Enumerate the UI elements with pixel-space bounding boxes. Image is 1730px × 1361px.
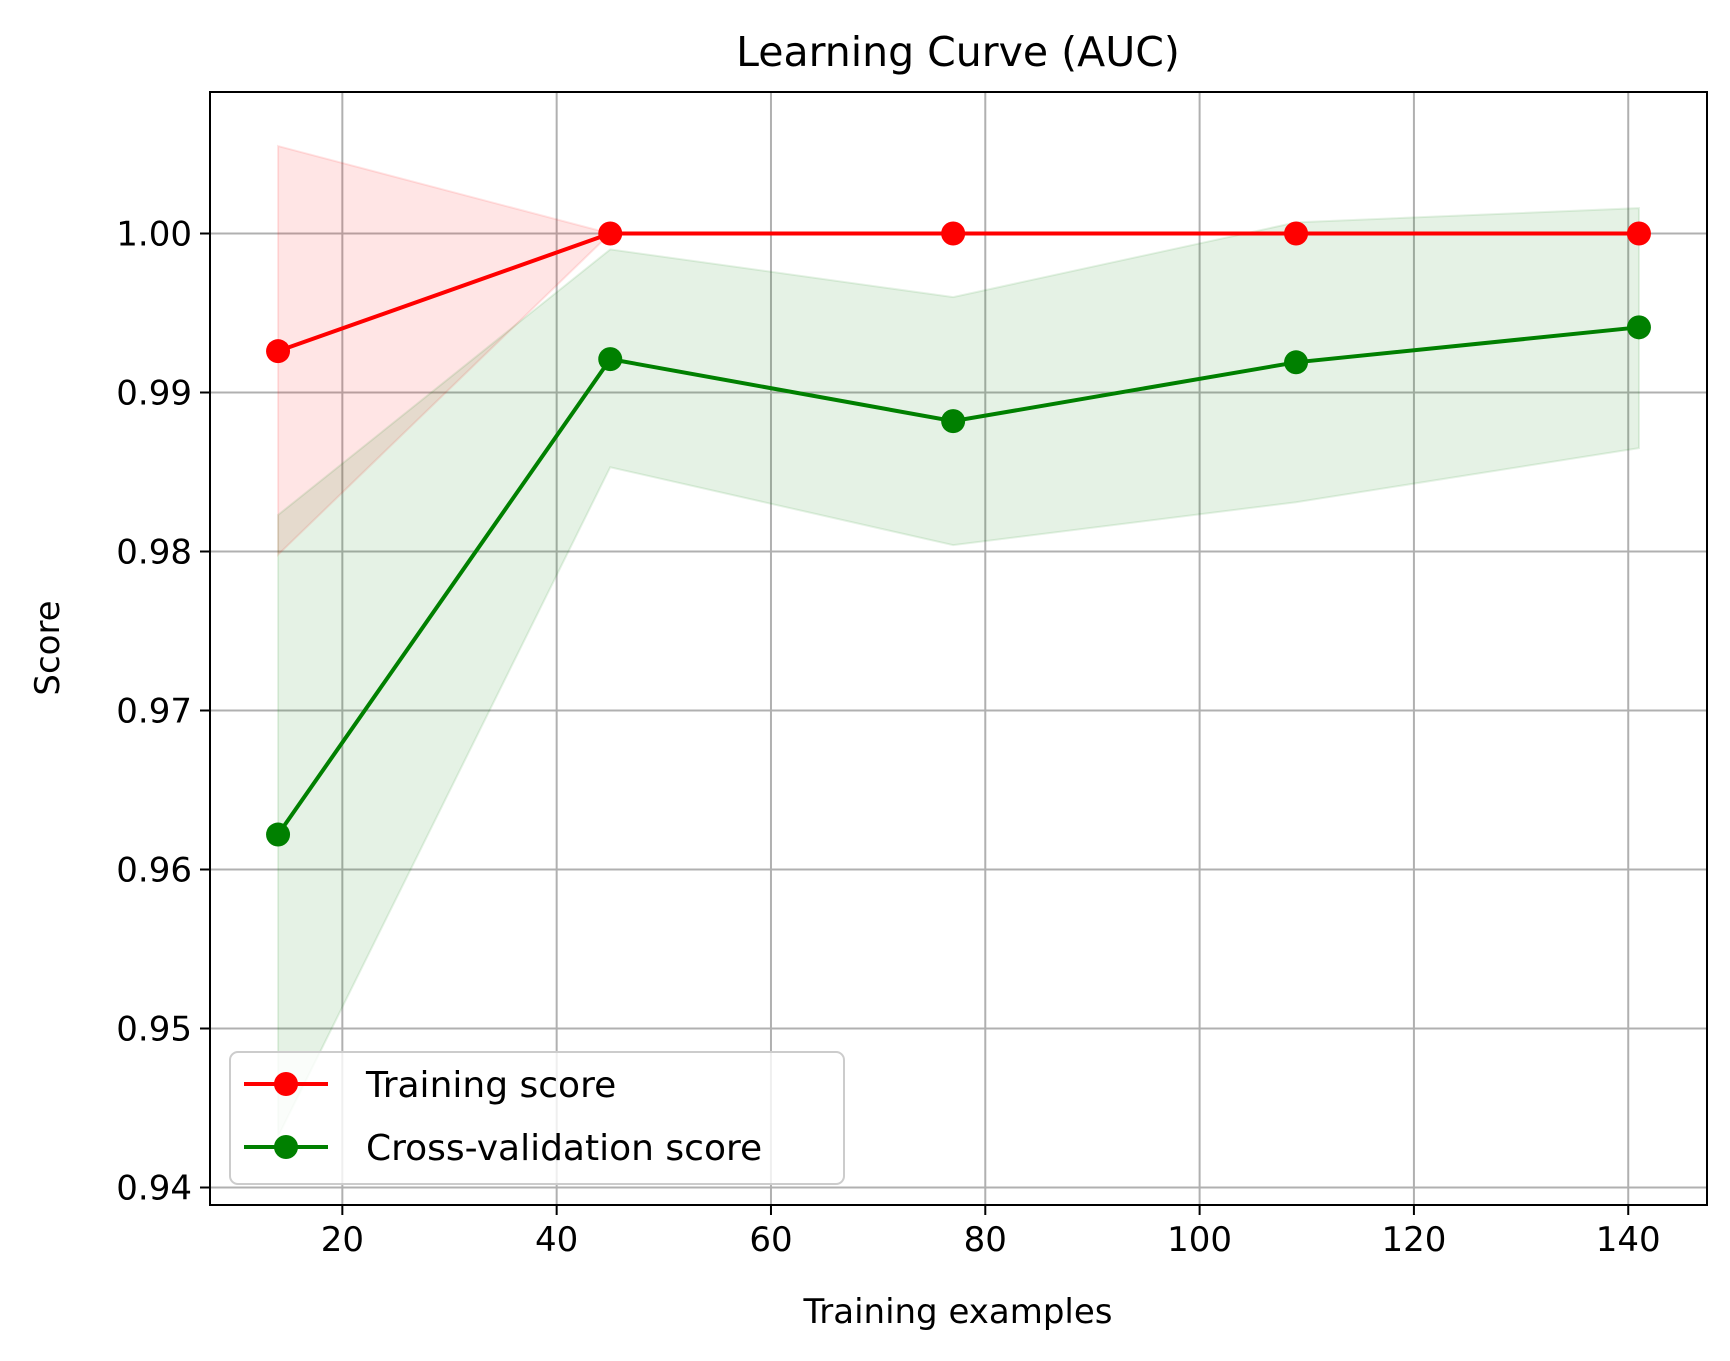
- legend-item-cross-validation: Cross-validation score: [244, 1128, 762, 1169]
- cross-validation-point: [1284, 350, 1309, 375]
- training-point: [1284, 221, 1309, 246]
- y-tick-label: 0.99: [116, 374, 192, 414]
- legend-box: [229, 1051, 845, 1185]
- cross-validation-std-band: [277, 207, 1640, 1138]
- legend-item-training: Training score: [244, 1065, 616, 1106]
- y-tick-label: 0.96: [116, 851, 192, 891]
- point-layer: [266, 221, 1651, 847]
- legend-swatch-cv-marker: [274, 1135, 298, 1159]
- x-tick-label: 140: [1596, 1220, 1661, 1260]
- legend-swatch-training-marker: [274, 1072, 298, 1096]
- y-axis-label: Score: [28, 600, 68, 695]
- y-tick-label: 0.97: [116, 692, 192, 732]
- training-point: [598, 221, 623, 246]
- x-tick-label: 40: [535, 1220, 578, 1260]
- chart-title: Learning Curve (AUC): [736, 28, 1180, 76]
- cross-validation-point: [1626, 315, 1651, 340]
- x-tick-label: 100: [1167, 1220, 1232, 1260]
- y-axis-ticks: 0.94 0.95 0.96 0.97 0.98 0.99 1.00: [116, 215, 210, 1209]
- training-point: [1626, 221, 1651, 246]
- cross-validation-point: [598, 347, 623, 372]
- cross-validation-point: [941, 409, 966, 434]
- x-tick-label: 60: [749, 1220, 792, 1260]
- legend-label-cross-validation: Cross-validation score: [366, 1128, 762, 1169]
- y-tick-label: 1.00: [116, 215, 192, 255]
- legend-label-training: Training score: [365, 1065, 616, 1106]
- y-tick-label: 0.94: [116, 1169, 192, 1209]
- grid-layer: [210, 92, 1707, 1205]
- plot-background: [210, 92, 1707, 1205]
- y-tick-label: 0.98: [116, 533, 192, 573]
- x-tick-label: 120: [1381, 1220, 1446, 1260]
- y-tick-label: 0.95: [116, 1010, 192, 1050]
- legend: Training score Cross-validation score: [229, 1051, 845, 1185]
- training-point: [266, 339, 291, 364]
- x-tick-label: 20: [321, 1220, 364, 1260]
- cross-validation-point: [266, 822, 291, 847]
- x-tick-label: 80: [964, 1220, 1007, 1260]
- plot-frame: [209, 91, 1708, 1206]
- x-axis-ticks: 20 40 60 80 100 120 140: [321, 1205, 1661, 1260]
- x-axis-label: Training examples: [802, 1292, 1112, 1332]
- training-point: [941, 221, 966, 246]
